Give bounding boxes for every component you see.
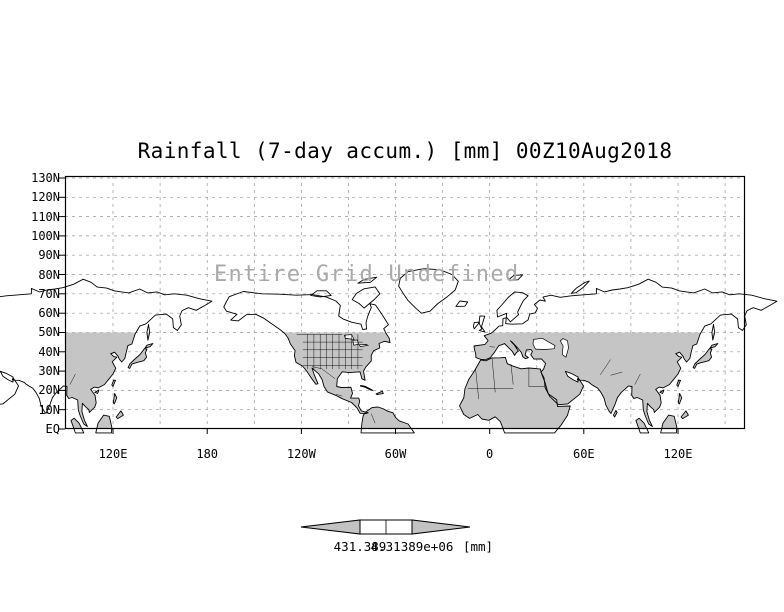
border-line [69, 373, 76, 385]
lake-polygon [352, 339, 359, 346]
coastline-path [677, 393, 683, 405]
border-line [475, 369, 479, 400]
coastline-path [115, 410, 124, 420]
coastline-path [635, 417, 650, 434]
x-axis-tick-label: 60E [572, 447, 595, 461]
y-axis-tick-label: 20N [38, 383, 60, 398]
colorbar-tick-label-1: 431.389 [333, 539, 387, 554]
y-axis-tick-label: 10N [38, 402, 60, 417]
coastline-path [351, 286, 381, 309]
y-axis-tick-label: 90N [38, 248, 60, 263]
land-fill-polygon [710, 343, 718, 349]
coastline-path [95, 414, 113, 434]
coastline-path [711, 323, 716, 341]
land-fill-polygon [71, 418, 82, 429]
border-line [335, 393, 343, 397]
coastline-path [357, 276, 378, 284]
coastline-path [613, 410, 618, 418]
coastline-path [478, 315, 486, 333]
y-axis-tick-label: 80N [38, 267, 60, 282]
land-fill-polygon [283, 332, 390, 414]
coastlines [0, 268, 778, 434]
land-fill-polygon [635, 418, 647, 429]
colorbar-right-arrow [411, 519, 471, 535]
x-axis-tick-label: 120E [663, 447, 693, 461]
border-line [610, 371, 623, 376]
y-axis-tick-label: 60N [38, 306, 60, 321]
border-line [491, 357, 496, 393]
coastline-path [676, 379, 681, 387]
land-fill-polygon [613, 410, 618, 417]
x-axis-tick-label: 120E [98, 447, 128, 461]
y-axis-tick-label: 50N [38, 325, 60, 340]
coastline-path [472, 321, 481, 330]
land-fill-polygon [474, 332, 702, 427]
coastline-path [508, 274, 524, 281]
political-borders [69, 334, 641, 424]
axis-ticks [59, 177, 679, 434]
coastline-path [692, 348, 713, 369]
lake-polygon [358, 344, 370, 347]
coastline-path [359, 384, 374, 391]
land-fill-polygon [497, 292, 528, 322]
coastline-path [360, 406, 415, 434]
border-line [634, 373, 641, 385]
y-axis-tick-label: 110N [31, 209, 60, 224]
coastline-path [660, 414, 678, 434]
coastline-path [680, 410, 689, 420]
border-line [510, 364, 514, 385]
land-fill-polygon [571, 281, 589, 293]
y-axis-tick-label: 30N [38, 364, 60, 379]
coastline-path [111, 379, 116, 387]
coastline-path [310, 290, 332, 298]
border-line [370, 413, 376, 424]
colorbar-left-arrow [300, 519, 361, 535]
coastline-path [223, 291, 391, 415]
coastline-path [144, 343, 154, 349]
x-axis-tick-label: 180 [196, 447, 219, 461]
y-axis-tick-label: 70N [38, 286, 60, 301]
land-fill-polygon [661, 415, 677, 429]
land-fill-polygon [145, 343, 153, 349]
x-axis-tick-label: 120W [286, 447, 316, 461]
colorbar-unit-label: [mm] [462, 539, 494, 554]
lake-polygon [532, 337, 556, 350]
coastline-path [112, 393, 118, 405]
coastline-path [570, 280, 590, 294]
land-fill-polygon [459, 357, 571, 429]
lake-polygon [559, 338, 569, 358]
coastline-path [94, 389, 100, 394]
coastline-path [455, 300, 469, 307]
border-line [600, 359, 611, 376]
undefined-grid-message: Entire Grid Undefined [214, 262, 520, 287]
colorbar-tick-label-2: 4.31389e+06 [370, 539, 454, 554]
y-axis-tick-label: 40N [38, 344, 60, 359]
coastline-path [659, 389, 665, 394]
x-axis-tick-label: 0 [486, 447, 494, 461]
land-shading [65, 281, 718, 429]
coastline-path [0, 278, 213, 427]
coastline-path [127, 348, 148, 369]
coastline-path [398, 268, 459, 314]
coastline-path [709, 343, 719, 349]
y-axis-tick-label: EQ [45, 422, 60, 436]
coastline-path [70, 417, 85, 434]
land-fill-polygon [361, 407, 412, 429]
border-line [312, 366, 336, 379]
coastline-path [496, 291, 529, 323]
plot-frame [64, 175, 746, 430]
y-axis-tick-label: 100N [31, 228, 60, 243]
coastline-path [473, 278, 778, 427]
y-axis-tick-label: 120N [31, 190, 60, 205]
y-axis-tick-label: 130N [31, 170, 60, 185]
colorbar [300, 519, 471, 535]
land-fill-polygon [96, 415, 112, 429]
coastline-path [146, 323, 151, 341]
plot-title: Rainfall (7-day accum.) [mm] 00Z10Aug201… [137, 139, 673, 163]
world-map [0, 175, 778, 434]
coastline-path [375, 390, 384, 396]
x-axis-tick-label: 60W [384, 447, 407, 461]
